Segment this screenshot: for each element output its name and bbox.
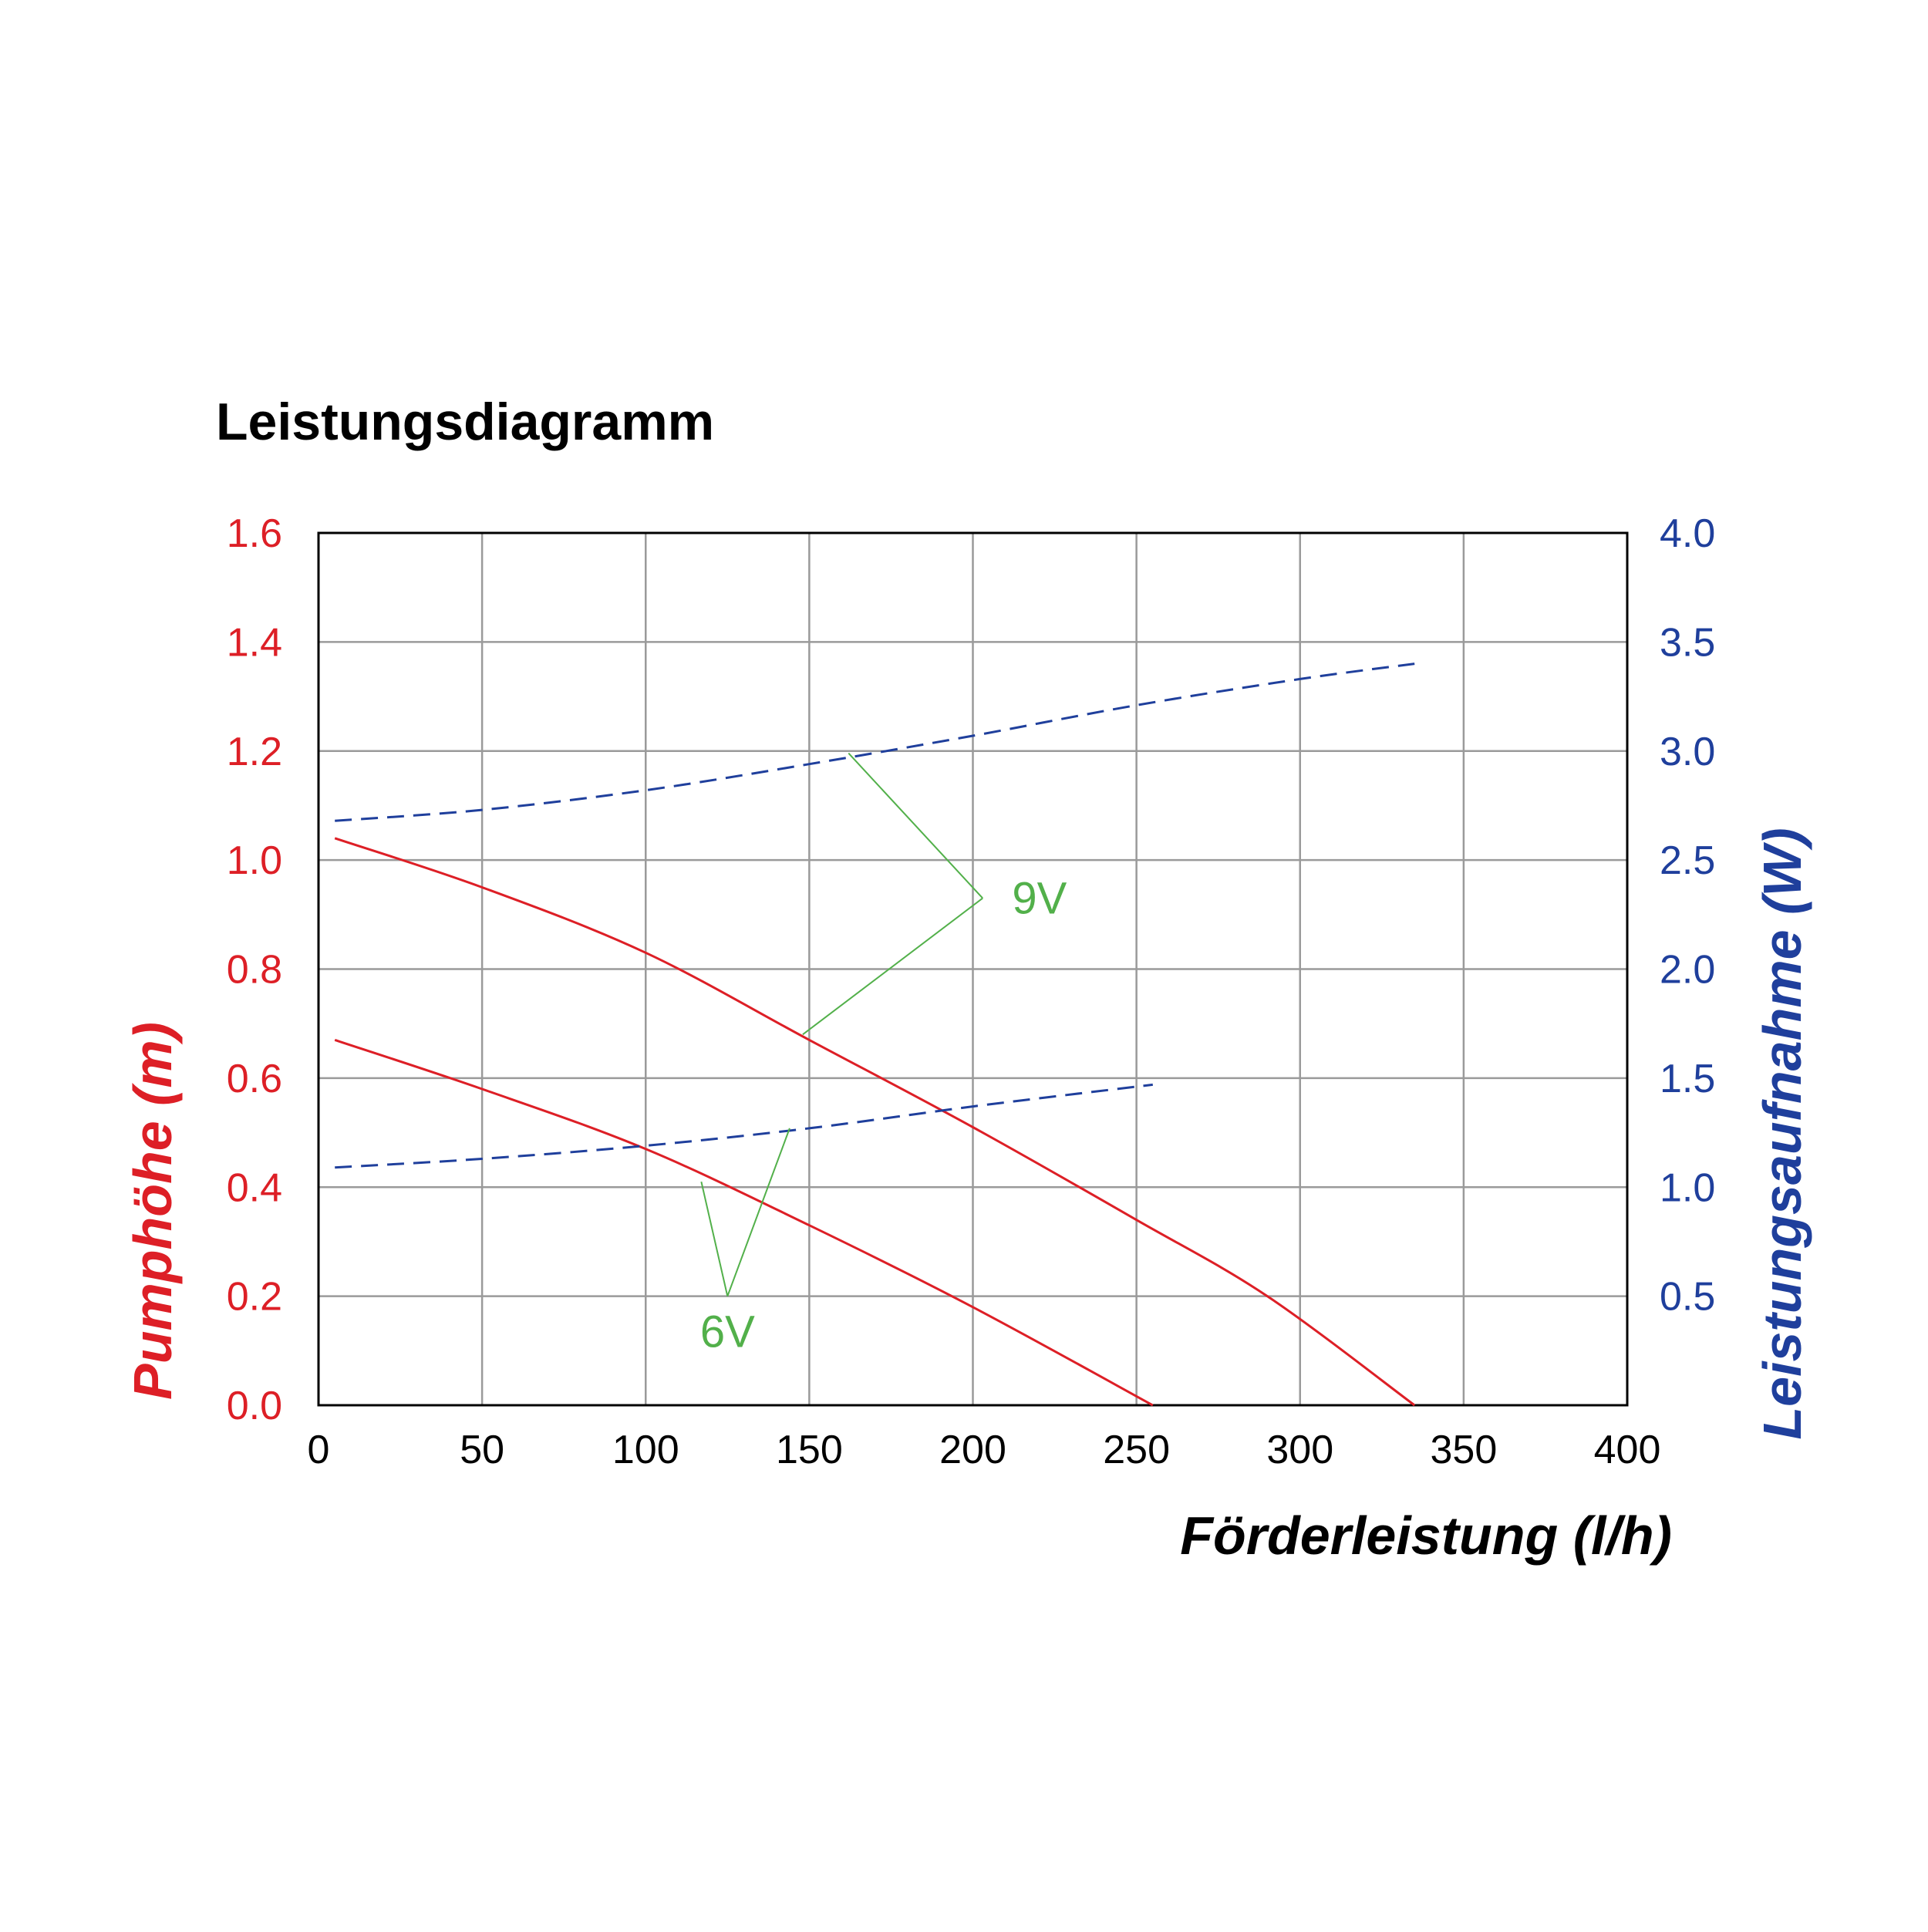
y-right-axis-label: Leistungsaufnahme (W) xyxy=(1752,828,1812,1439)
power-curve-3 xyxy=(335,1083,1153,1169)
y-left-tick-label: 1.0 xyxy=(227,838,282,883)
y-right-tick-labels: 0.5 1.0 1.5 2.0 2.5 3.0 3.5 4.0 xyxy=(1660,511,1715,1320)
x-tick-label: 150 xyxy=(776,1428,843,1472)
y-right-tick-label: 1.0 xyxy=(1660,1165,1715,1210)
series-layer xyxy=(334,663,1416,1407)
x-axis-label: Förderleistung (l/h) xyxy=(1180,1505,1672,1566)
annotation-leader-line xyxy=(700,1181,729,1296)
y-right-tick-label: 3.0 xyxy=(1660,730,1715,774)
y-left-tick-label: 0.6 xyxy=(227,1057,282,1101)
y-right-tick-label: 2.5 xyxy=(1660,838,1715,883)
x-tick-label: 50 xyxy=(460,1428,504,1472)
annotation-leader-line xyxy=(726,1128,790,1296)
x-tick-labels: 0 50 100 150 200 250 300 350 400 xyxy=(308,1428,1661,1472)
annotation-label: 6V xyxy=(700,1307,755,1357)
x-tick-label: 350 xyxy=(1430,1428,1497,1472)
y-right-tick-label: 0.5 xyxy=(1660,1275,1715,1320)
y-left-tick-label: 0.4 xyxy=(227,1165,282,1210)
y-left-tick-label: 1.6 xyxy=(227,511,282,556)
x-tick-label: 400 xyxy=(1594,1428,1661,1472)
y-left-tick-label: 0.2 xyxy=(227,1275,282,1320)
head-curve-0 xyxy=(334,837,1416,1407)
plot-frame xyxy=(317,531,1629,1407)
annotation-leader-line xyxy=(848,752,983,899)
y-right-tick-label: 1.5 xyxy=(1660,1057,1715,1101)
y-left-tick-label: 0.8 xyxy=(227,948,282,993)
x-tick-label: 200 xyxy=(939,1428,1006,1472)
y-left-axis-label: Pumphöhe (m) xyxy=(123,1022,183,1400)
y-right-tick-label: 3.5 xyxy=(1660,620,1715,665)
y-left-tick-label: 0.0 xyxy=(227,1384,282,1428)
y-right-tick-label: 2.0 xyxy=(1660,948,1715,993)
annotation-leader-line xyxy=(802,897,983,1036)
x-tick-label: 250 xyxy=(1103,1428,1170,1472)
grid xyxy=(319,533,1627,1405)
power-curve-2 xyxy=(335,663,1415,822)
chart-title: Leistungsdiagramm xyxy=(216,393,714,451)
y-right-tick-label: 4.0 xyxy=(1660,511,1715,556)
annotation-layer: 9V 6V xyxy=(700,752,1067,1357)
y-left-tick-label: 1.4 xyxy=(227,620,282,665)
x-tick-label: 0 xyxy=(308,1428,330,1472)
x-tick-label: 100 xyxy=(612,1428,679,1472)
y-left-tick-labels: 0.0 0.2 0.4 0.6 0.8 1.0 1.2 1.4 1.6 xyxy=(227,511,282,1428)
y-left-tick-label: 1.2 xyxy=(227,730,282,774)
annotation-label: 9V xyxy=(1012,874,1067,924)
head-curve-1 xyxy=(334,1038,1154,1407)
x-tick-label: 300 xyxy=(1266,1428,1333,1472)
